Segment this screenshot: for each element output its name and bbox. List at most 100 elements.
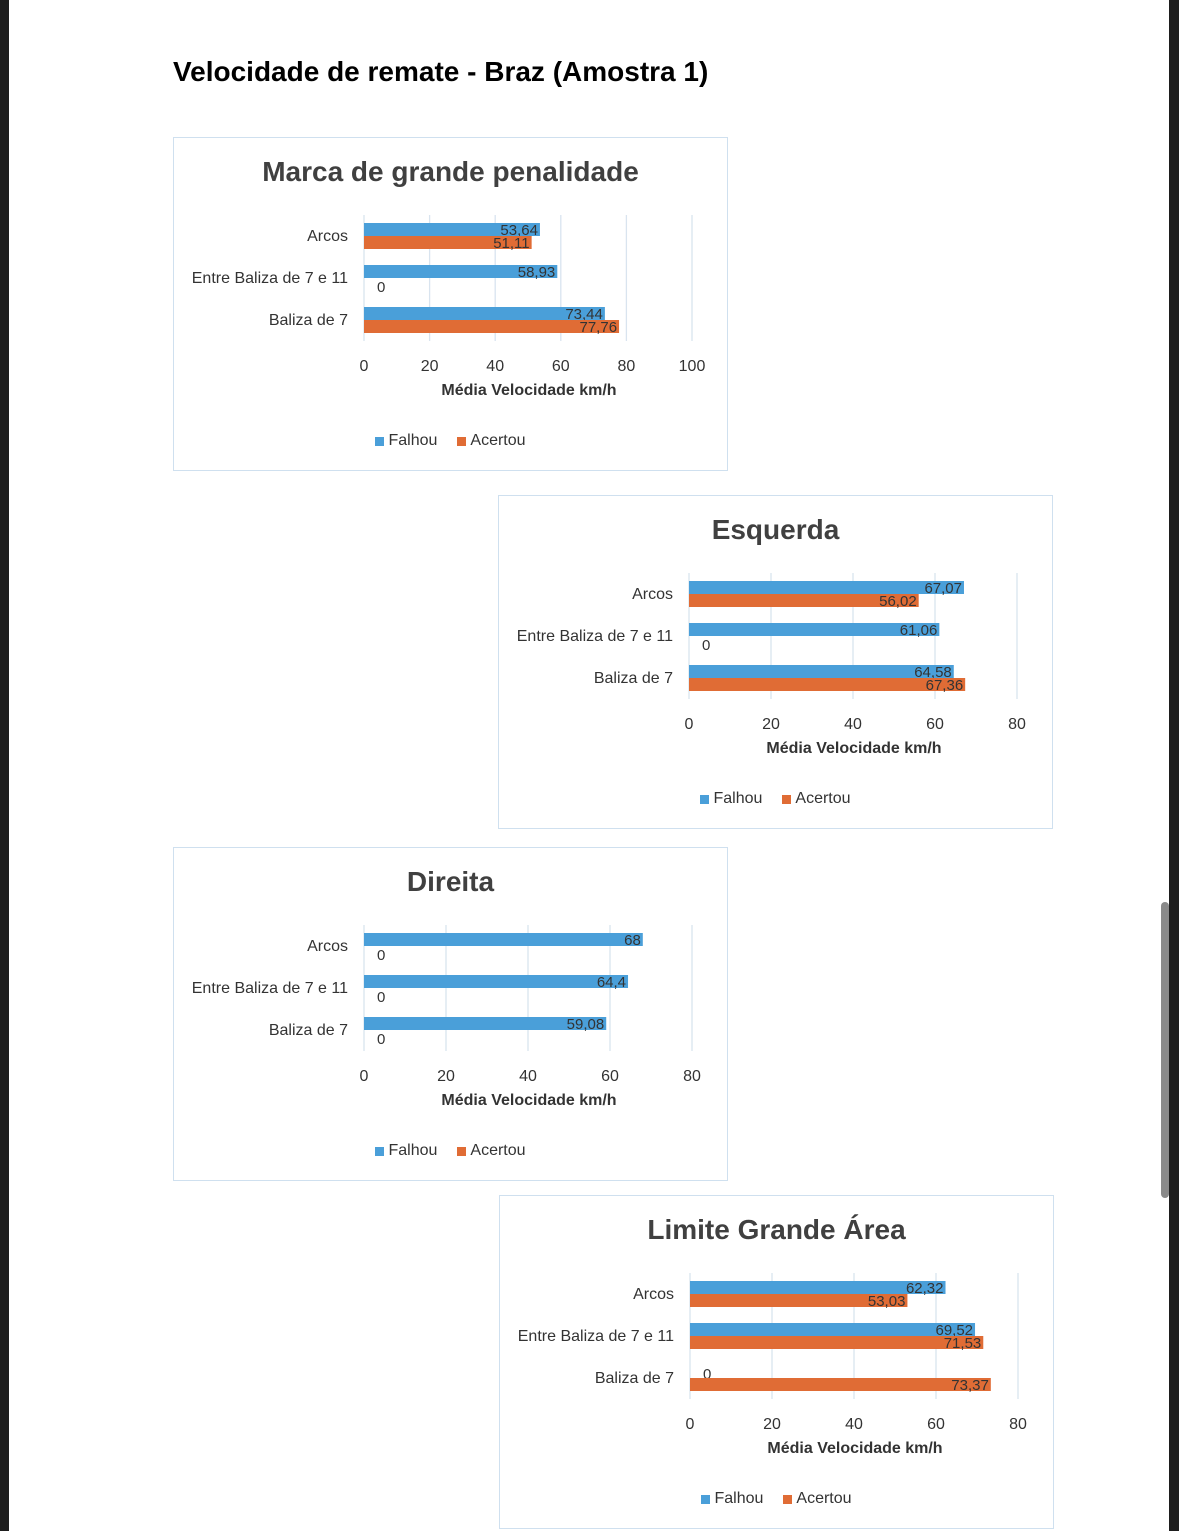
data-label: 0	[702, 637, 710, 654]
x-axis-label: Média Velocidade km/h	[441, 382, 617, 399]
data-label: 0	[377, 1031, 385, 1048]
data-label: 0	[703, 1366, 711, 1383]
legend-label: Falhou	[388, 432, 438, 449]
category-label: Arcos	[307, 938, 348, 955]
chart-legend: Falhou Acertou	[174, 432, 727, 450]
data-label: 71,53	[944, 1335, 982, 1352]
chart-esquerda: Esquerda 0 20 40 60 80 Arcos 67,07 56,02 Entre B…	[498, 495, 1053, 829]
category-label: Entre Baliza de 7 e 11	[517, 628, 673, 645]
data-label: 73,37	[951, 1377, 989, 1394]
x-axis-label: Média Velocidade km/h	[441, 1092, 617, 1109]
category-label: Baliza de 7	[595, 1370, 674, 1387]
vertical-scrollbar[interactable]	[1161, 902, 1169, 1198]
category-label: Baliza de 7	[594, 670, 673, 687]
legend-label: Falhou	[388, 1142, 438, 1159]
x-tick-label: 40	[486, 358, 504, 375]
legend-swatch-acertou	[457, 436, 467, 446]
x-tick-label: 40	[519, 1068, 537, 1085]
bar-falhou	[364, 223, 540, 236]
legend-swatch-acertou	[457, 1146, 467, 1156]
x-tick-label: 60	[926, 716, 944, 733]
data-label: 64,58	[914, 664, 952, 681]
bar-acertou	[364, 320, 620, 333]
category-label: Entre Baliza de 7 e 11	[518, 1328, 674, 1345]
bar-falhou	[364, 307, 605, 320]
bar-falhou	[689, 623, 940, 636]
legend-item-acertou: Acertou	[457, 432, 526, 450]
bar-acertou	[690, 1378, 991, 1391]
bar-falhou	[689, 581, 964, 594]
x-tick-label: 40	[844, 716, 862, 733]
chart-limite-grande-area: Limite Grande Área 0 20 40 60 80 Arcos 62,32 53…	[499, 1195, 1054, 1529]
legend-label: Falhou	[713, 790, 763, 807]
data-label: 56,02	[879, 593, 917, 610]
legend-swatch-falhou	[701, 1494, 711, 1504]
legend-label: Falhou	[714, 1490, 764, 1507]
data-label: 77,76	[580, 319, 618, 336]
x-axis-label: Média Velocidade km/h	[766, 740, 942, 757]
chart-legend: Falhou Acertou	[499, 790, 1052, 808]
bar-acertou	[690, 1294, 908, 1307]
legend-swatch-falhou	[700, 794, 710, 804]
x-tick-label: 20	[421, 358, 439, 375]
x-tick-label: 0	[360, 1068, 369, 1085]
data-label: 51,11	[493, 235, 529, 252]
bar-acertou	[364, 236, 532, 249]
data-label: 59,08	[567, 1016, 605, 1033]
bar-falhou	[364, 265, 558, 278]
legend-item-falhou: Falhou	[700, 790, 762, 808]
chart-title: Marca de grande penalidade	[262, 156, 639, 187]
legend-item-acertou: Acertou	[783, 1490, 852, 1508]
x-tick-label: 40	[845, 1416, 863, 1433]
x-tick-label: 80	[1008, 716, 1026, 733]
legend-label: Acertou	[796, 1490, 852, 1507]
legend-swatch-falhou	[375, 436, 385, 446]
x-tick-label: 80	[1009, 1416, 1027, 1433]
x-tick-label: 0	[686, 1416, 695, 1433]
chart-marca-grande-penalidade: Marca de grande penalidade 0 20 40 60 80 100 A…	[173, 137, 728, 471]
legend-label: Acertou	[470, 1142, 526, 1159]
data-label: 68	[624, 932, 641, 949]
bar-acertou	[689, 594, 919, 607]
bar-falhou	[364, 933, 643, 946]
x-tick-label: 80	[618, 358, 636, 375]
x-tick-label: 20	[762, 716, 780, 733]
data-label: 53,64	[500, 222, 538, 239]
x-tick-label: 60	[552, 358, 570, 375]
category-label: Arcos	[632, 586, 673, 603]
legend-swatch-acertou	[783, 1494, 793, 1504]
legend-label: Acertou	[795, 790, 851, 807]
category-label: Baliza de 7	[269, 1022, 348, 1039]
category-label: Arcos	[633, 1286, 674, 1303]
x-tick-label: 60	[601, 1068, 619, 1085]
bar-acertou	[690, 1336, 984, 1349]
legend-item-falhou: Falhou	[701, 1490, 763, 1508]
document-title: Velocidade de remate - Braz (Amostra 1)	[173, 56, 709, 87]
x-tick-label: 0	[685, 716, 694, 733]
x-tick-label: 60	[927, 1416, 945, 1433]
x-tick-label: 80	[683, 1068, 701, 1085]
x-axis-label: Média Velocidade km/h	[767, 1440, 943, 1457]
chart-plot: 0 20 40 60 80 Arcos 68 0 Entre Baliza de 7 e 11 6…	[192, 925, 701, 1085]
bar-falhou	[364, 975, 629, 988]
chart-legend: Falhou Acertou	[174, 1142, 727, 1160]
legend-swatch-acertou	[782, 794, 792, 804]
data-label: 58,93	[518, 264, 556, 281]
bar-falhou	[689, 665, 954, 678]
legend-item-falhou: Falhou	[375, 1142, 437, 1160]
x-tick-label: 0	[360, 358, 369, 375]
chart-direita: Direita 0 20 40 60 80 Arcos 68 0 Entre Baliza de…	[173, 847, 728, 1181]
bar-falhou	[690, 1323, 976, 1336]
data-label: 0	[377, 989, 385, 1006]
chart-plot: 0 20 40 60 80 Arcos 67,07 56,02 Entre Baliza de …	[517, 573, 1026, 733]
chart-title: Esquerda	[711, 514, 840, 545]
data-label: 64,4	[597, 974, 626, 991]
category-label: Entre Baliza de 7 e 11	[192, 980, 348, 997]
legend-swatch-falhou	[375, 1146, 385, 1156]
chart-title: Direita	[406, 866, 495, 897]
data-label: 67,07	[924, 580, 962, 597]
data-label: 53,03	[868, 1293, 906, 1310]
legend-item-acertou: Acertou	[782, 790, 851, 808]
